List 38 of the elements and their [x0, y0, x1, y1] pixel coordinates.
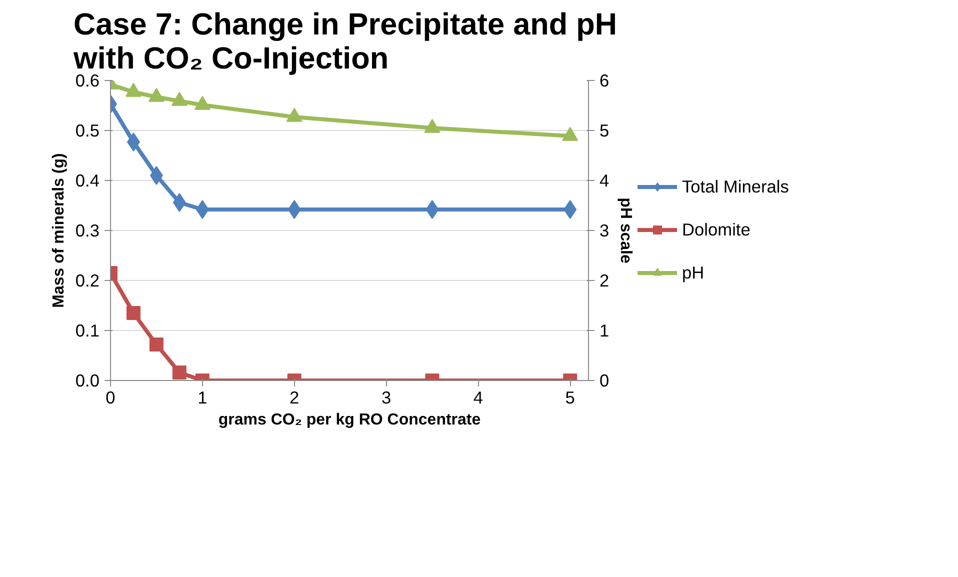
y-tick-label: 0.2 — [75, 270, 100, 290]
x-tick-label: 1 — [198, 388, 208, 408]
y2-tick-label: 3 — [600, 220, 610, 240]
point — [196, 200, 209, 219]
point — [148, 88, 164, 102]
x-tick-label: 5 — [565, 388, 575, 408]
y2-tick-label: 2 — [600, 270, 610, 290]
point — [150, 166, 163, 185]
legend-label: Total Minerals — [682, 176, 789, 197]
x-tick-label: 3 — [381, 388, 392, 408]
point — [125, 82, 142, 97]
y-tick-label: 0.5 — [75, 120, 100, 140]
point — [288, 200, 301, 219]
point — [426, 200, 439, 219]
x-tick-label: 2 — [290, 388, 300, 408]
point — [171, 92, 188, 106]
point — [286, 108, 302, 122]
legend-label: Dolomite — [682, 219, 750, 240]
y2-tick-label: 4 — [600, 170, 610, 190]
y-tick-label: 0.1 — [75, 320, 100, 340]
point — [126, 132, 140, 152]
y2-tick-label: 0 — [600, 370, 610, 390]
y-tick-label: 0.3 — [75, 220, 100, 240]
y-axis-title: Mass of minerals (g) — [50, 153, 68, 308]
point — [194, 96, 210, 110]
point — [424, 118, 440, 133]
point — [562, 126, 578, 141]
y-tick-label: 0.4 — [75, 170, 100, 190]
y2-tick-label: 1 — [600, 320, 610, 340]
x-tick-label: 4 — [473, 388, 484, 408]
x-axis-title: grams CO₂ per kg RO Concentrate — [218, 412, 481, 428]
y2-tick-label: 5 — [600, 120, 610, 140]
point — [564, 200, 577, 219]
point — [172, 193, 186, 212]
x-tick-label: 0 — [106, 388, 116, 408]
y2-axis-title: pH scale — [617, 198, 634, 264]
y-tick-label: 0.0 — [75, 370, 100, 390]
legend-label: pH — [682, 262, 704, 283]
